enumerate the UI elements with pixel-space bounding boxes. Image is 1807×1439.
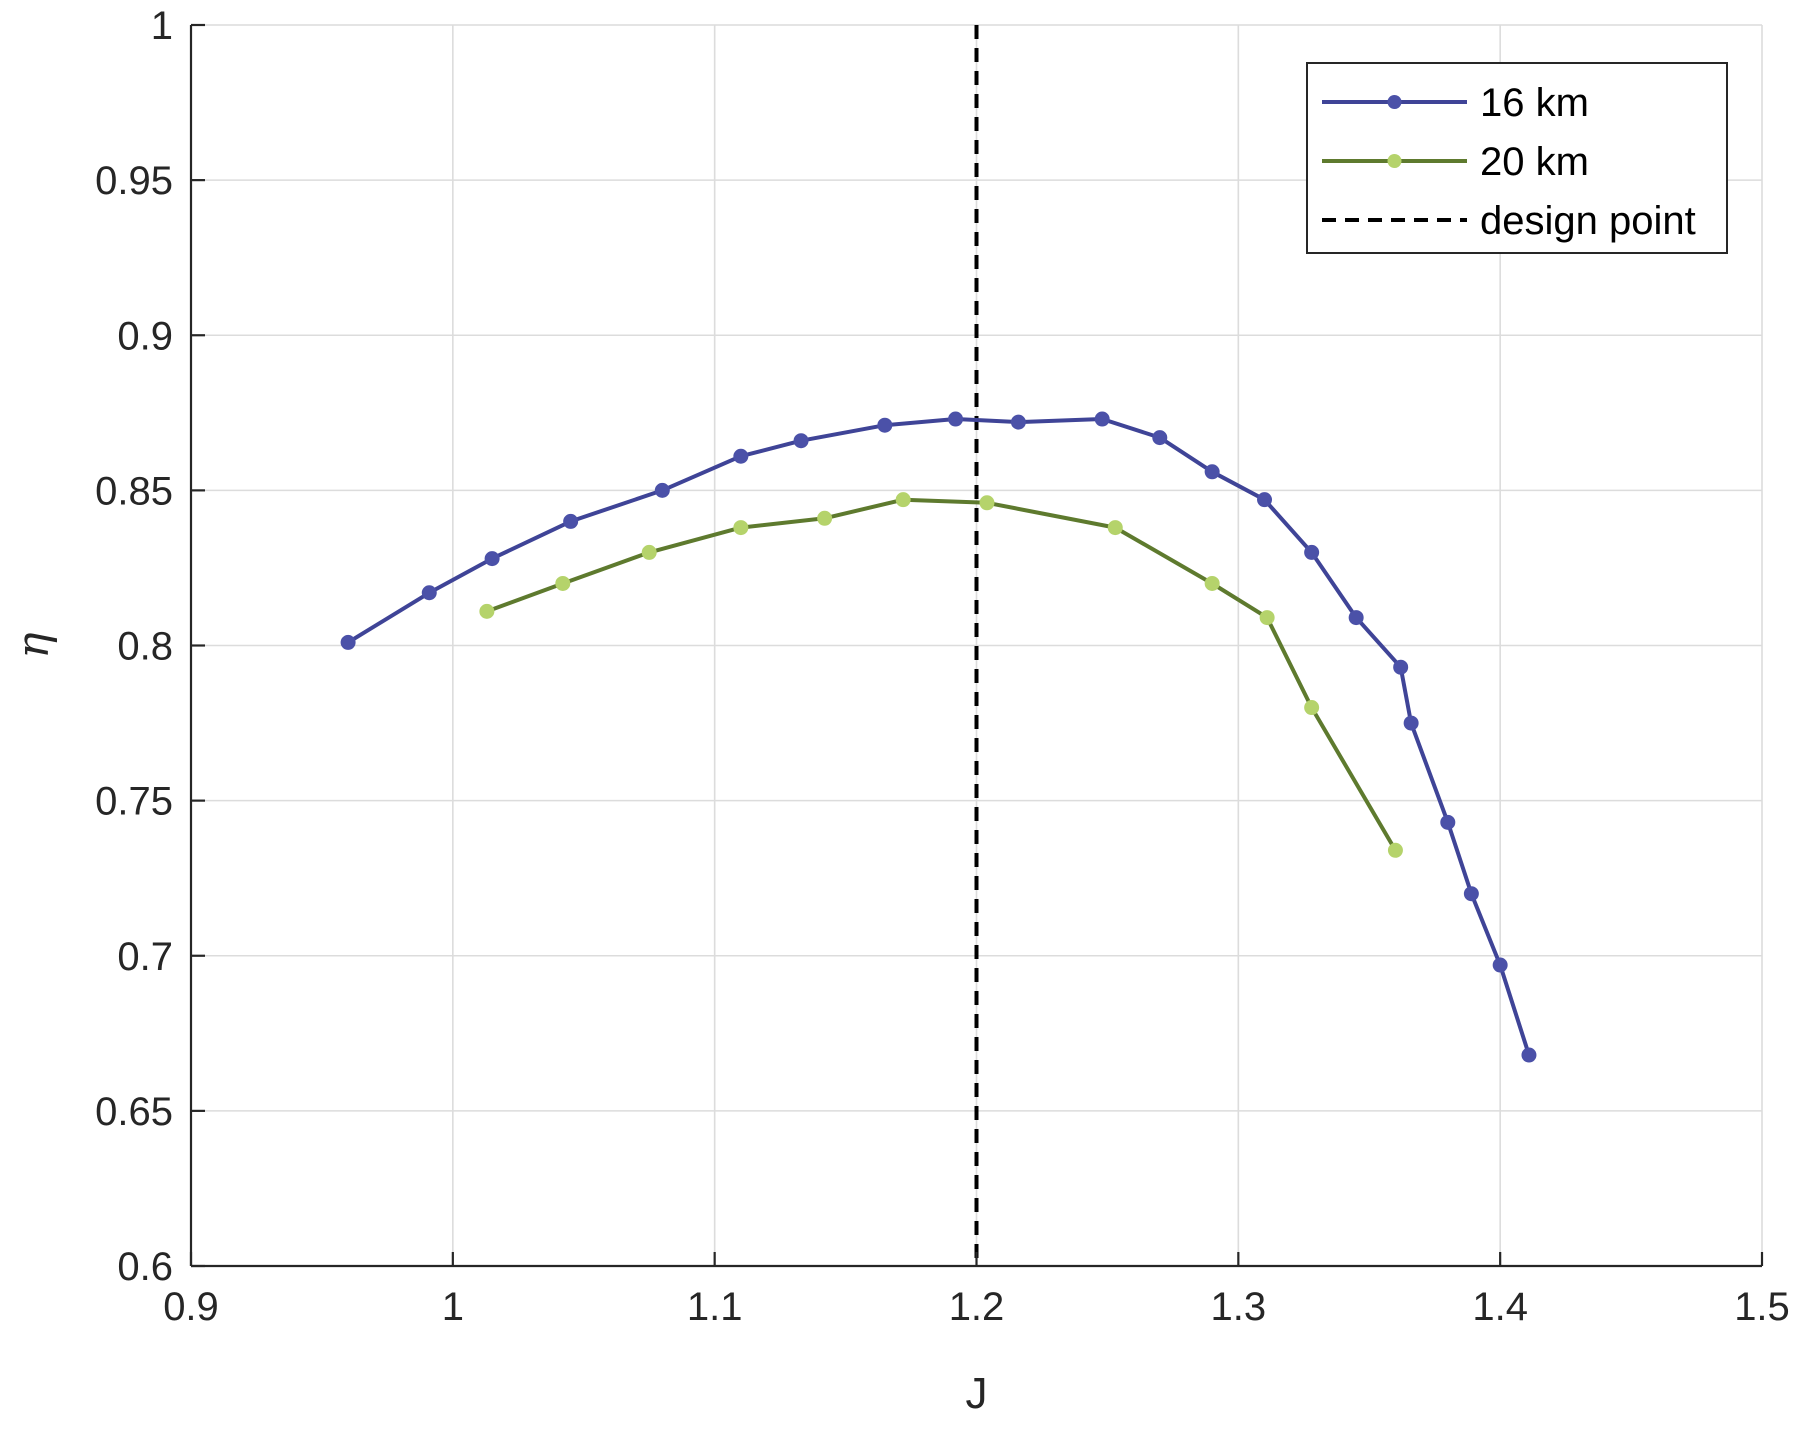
x-tick-label: 1.2: [949, 1285, 1005, 1329]
data-point: [793, 433, 809, 449]
data-point: [979, 495, 995, 511]
data-point: [817, 510, 833, 526]
y-tick-label: 1: [151, 4, 173, 48]
data-point: [1010, 414, 1026, 430]
data-point: [733, 520, 749, 536]
data-point: [1152, 430, 1168, 446]
legend-entry-16km: 16 km: [1480, 81, 1589, 125]
data-point: [1257, 492, 1273, 508]
y-tick-label: 0.6: [117, 1245, 173, 1289]
data-point: [733, 448, 749, 464]
data-point: [1304, 544, 1320, 560]
data-point: [1348, 610, 1364, 626]
legend-swatch-marker: [1387, 154, 1402, 168]
y-tick-label: 0.9: [117, 314, 173, 358]
data-point: [641, 544, 657, 560]
data-point: [479, 603, 495, 619]
y-tick-label: 0.7: [117, 935, 173, 979]
data-point: [1204, 464, 1220, 480]
y-tick-label: 0.95: [95, 159, 173, 203]
data-point: [1521, 1047, 1537, 1063]
data-point: [895, 492, 911, 508]
legend-swatch-marker: [1387, 95, 1402, 109]
legend-entry-design-point: design point: [1480, 199, 1696, 243]
data-point: [1440, 814, 1456, 830]
y-tick-label: 0.85: [95, 469, 173, 513]
y-tick-label: 0.75: [95, 780, 173, 824]
x-axis-label: J: [966, 1369, 988, 1418]
data-point: [1403, 715, 1419, 731]
data-point: [1463, 886, 1479, 902]
series-line-0: [347, 417, 1531, 1056]
x-tick-label: 1.4: [1472, 1285, 1528, 1329]
data-point: [484, 551, 500, 567]
data-point: [1094, 411, 1110, 427]
data-point: [877, 417, 893, 433]
data-point: [563, 513, 579, 529]
x-tick-label: 0.9: [163, 1285, 219, 1329]
series-line-1: [486, 497, 1398, 852]
x-tick-label: 1.5: [1734, 1285, 1790, 1329]
y-tick-label: 0.8: [117, 625, 173, 669]
data-point: [1204, 575, 1220, 591]
data-point: [1107, 520, 1123, 536]
x-tick-label: 1.3: [1211, 1285, 1267, 1329]
legend-entry-20km: 20 km: [1480, 140, 1589, 184]
axes: J η 0.9 1 1.1 1.2 1.3 1.4 1.5 0.6 0.65 0.7 0.75 0.8…: [8, 4, 1790, 1418]
legend: 16 km 20 km design point: [1306, 62, 1728, 254]
data-point: [1387, 842, 1403, 858]
x-tick-label: 1: [442, 1285, 464, 1329]
data-point: [948, 411, 964, 427]
data-point: [1259, 610, 1275, 626]
data-point: [1393, 659, 1409, 675]
data-point: [654, 482, 670, 498]
data-point: [555, 575, 571, 591]
data-point: [421, 585, 437, 601]
data-point: [1304, 700, 1320, 716]
y-axis-label: η: [8, 632, 59, 658]
plot-area: [340, 25, 1537, 1266]
y-tick-label: 0.65: [95, 1090, 173, 1134]
data-point: [1492, 957, 1508, 973]
data-point: [340, 634, 356, 650]
x-tick-label: 1.1: [687, 1285, 743, 1329]
